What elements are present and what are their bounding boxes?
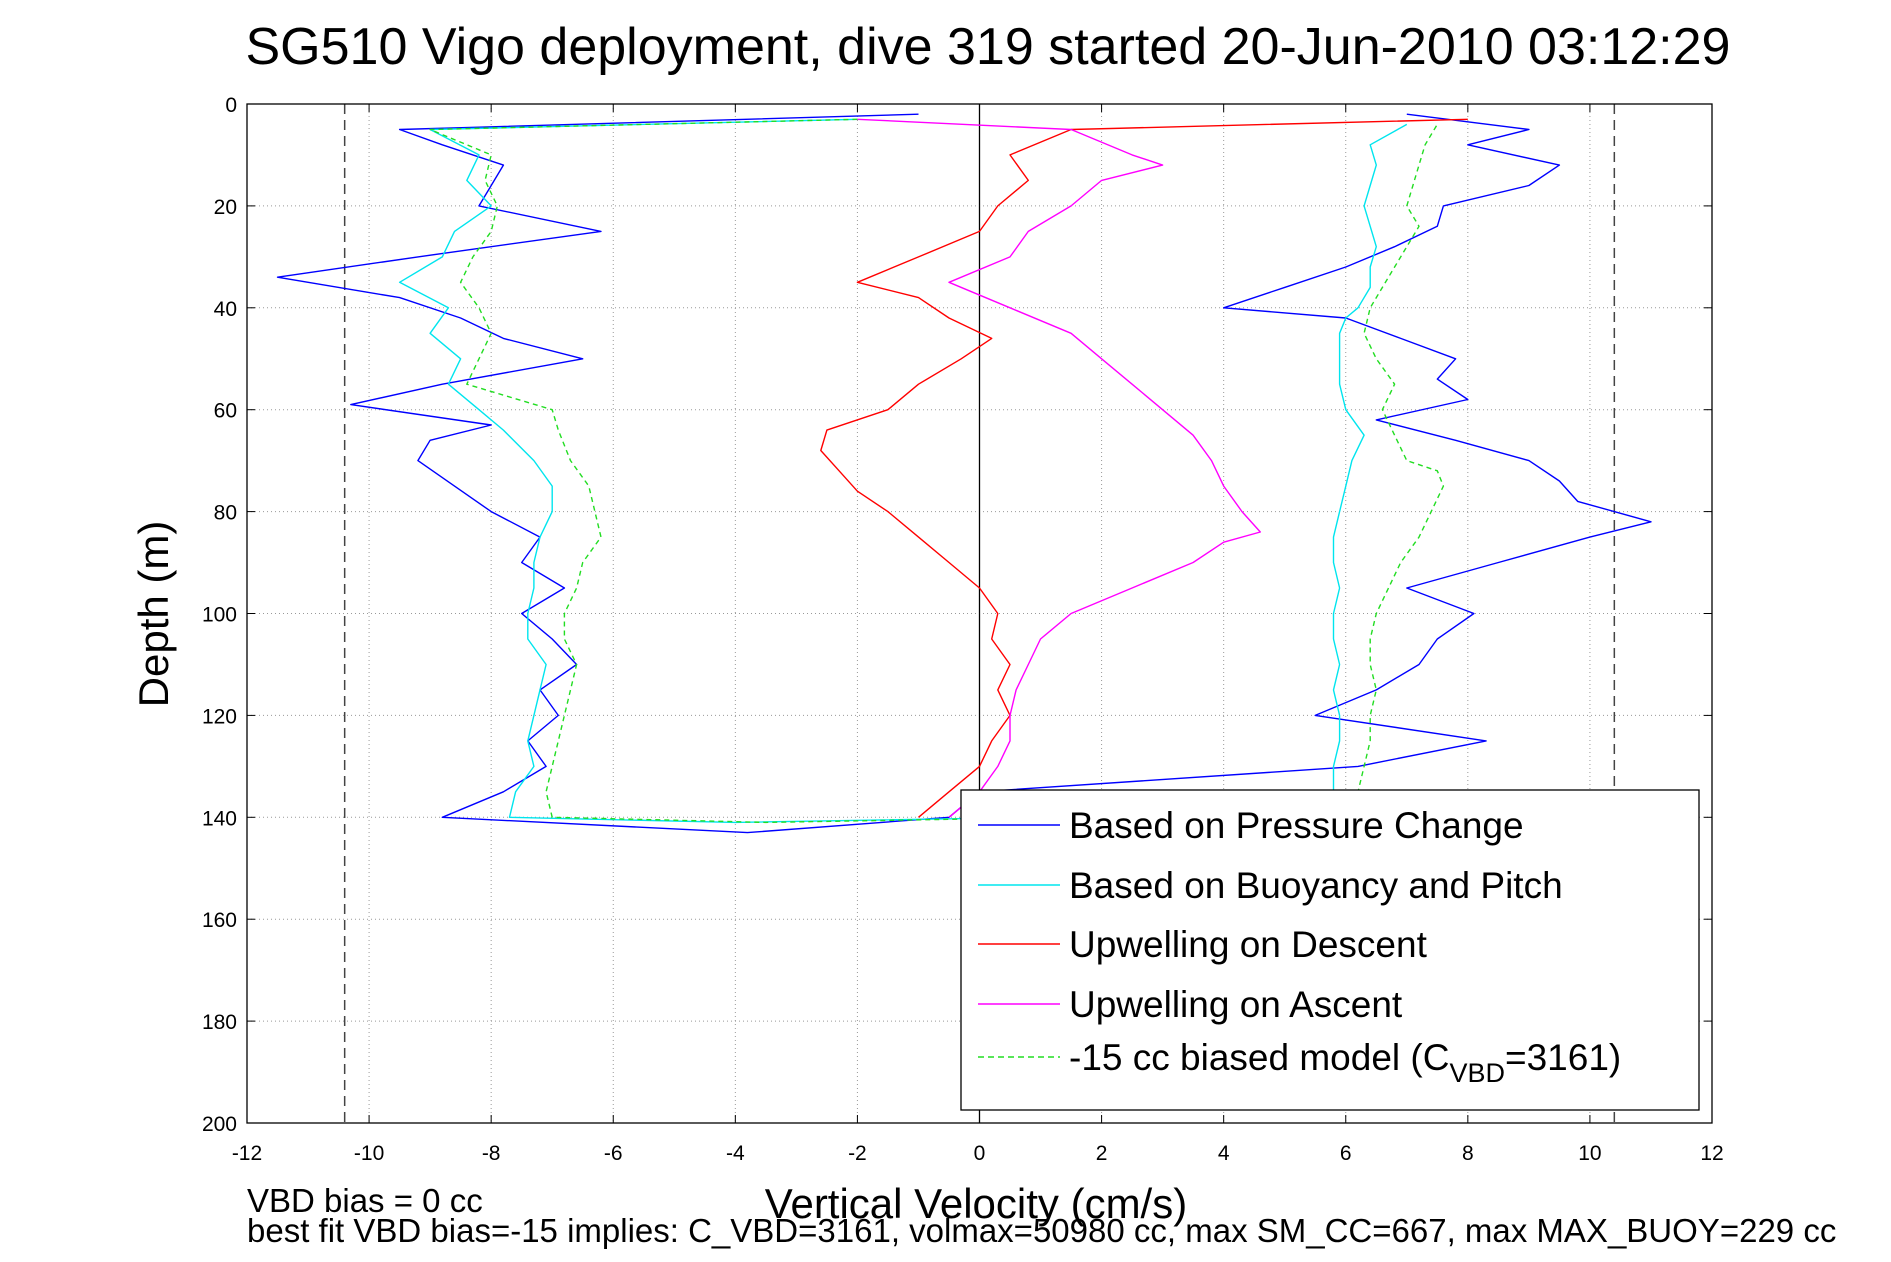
y-tick-label: 100	[202, 604, 237, 627]
y-tick-label: 60	[214, 400, 237, 423]
footer-best-fit: best fit VBD bias=-15 implies: C_VBD=316…	[247, 1212, 1836, 1249]
y-axis-label: Depth (m)	[130, 521, 177, 708]
x-tick-label: -4	[726, 1142, 745, 1165]
legend-label-4: Upwelling on Ascent	[1069, 984, 1403, 1025]
chart-title: SG510 Vigo deployment, dive 319 started …	[246, 18, 1731, 76]
y-tick-label: 200	[202, 1113, 237, 1136]
legend-label-3: Upwelling on Descent	[1069, 924, 1428, 965]
x-tick-label: -12	[232, 1142, 262, 1165]
legend-label-1: Based on Pressure Change	[1069, 805, 1524, 846]
x-tick-label: 2	[1096, 1142, 1108, 1165]
x-tick-label: -10	[354, 1142, 384, 1165]
x-tick-label: 8	[1462, 1142, 1474, 1165]
x-axis-ticks: -12 -10 -8 -6 -4 -2 0 2 4 6 8 10 12	[232, 104, 1724, 1165]
x-tick-label: 6	[1340, 1142, 1352, 1165]
y-tick-label: 80	[214, 502, 237, 525]
legend: Based on Pressure Change Based on Buoyanc…	[960, 789, 1700, 1111]
x-tick-label: -6	[604, 1142, 623, 1165]
y-tick-label: 120	[202, 705, 237, 728]
y-tick-label: 40	[214, 298, 237, 321]
x-tick-label: -8	[482, 1142, 501, 1165]
y-tick-label: 140	[202, 807, 237, 830]
legend-box	[960, 789, 1700, 1111]
x-tick-label: 0	[974, 1142, 986, 1165]
series-line-3	[820, 118, 1468, 818]
x-tick-label: -2	[848, 1142, 867, 1165]
y-tick-label: 160	[202, 909, 237, 932]
x-tick-label: 4	[1218, 1142, 1230, 1165]
x-tick-label: 12	[1700, 1142, 1723, 1165]
footer-vbd-bias: VBD bias = 0 cc	[247, 1182, 483, 1219]
series-line-4	[857, 118, 1262, 818]
y-axis-ticks: 0 20 40 60 80 100 120 140 160 180 200	[202, 94, 1712, 1136]
legend-label-2: Based on Buoyancy and Pitch	[1069, 865, 1563, 906]
legend-label-5: -15 cc biased model (CVBD=3161)	[1069, 1037, 1621, 1088]
x-axis-label: Vertical Velocity (cm/s)	[765, 1180, 1187, 1227]
y-tick-label: 20	[214, 196, 237, 219]
y-tick-label: 0	[225, 94, 237, 117]
y-tick-label: 180	[202, 1011, 237, 1034]
x-tick-label: 10	[1578, 1142, 1601, 1165]
